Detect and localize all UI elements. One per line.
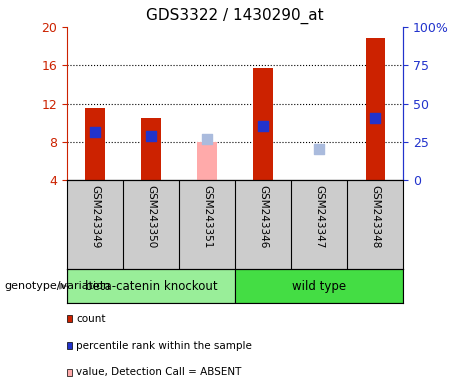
Bar: [366, 38, 385, 180]
Point: [372, 115, 379, 121]
Text: percentile rank within the sample: percentile rank within the sample: [77, 341, 252, 351]
Text: count: count: [77, 314, 106, 324]
Text: GSM243350: GSM243350: [146, 185, 156, 248]
Bar: [254, 68, 273, 180]
Point: [260, 123, 267, 129]
Text: genotype/variation: genotype/variation: [5, 281, 111, 291]
Text: GSM243347: GSM243347: [314, 185, 324, 248]
Point: [315, 146, 323, 152]
Title: GDS3322 / 1430290_at: GDS3322 / 1430290_at: [146, 8, 324, 24]
Bar: [235, 269, 403, 303]
Bar: [85, 109, 105, 180]
Bar: [309, 180, 329, 217]
Text: GSM243349: GSM243349: [90, 185, 100, 248]
Bar: [197, 142, 217, 180]
Bar: [141, 118, 161, 180]
Point: [91, 129, 99, 136]
Text: GSM243348: GSM243348: [370, 185, 380, 248]
Text: wild type: wild type: [292, 280, 346, 293]
Point: [203, 136, 211, 142]
Bar: [67, 269, 235, 303]
Text: GSM243346: GSM243346: [258, 185, 268, 248]
Text: value, Detection Call = ABSENT: value, Detection Call = ABSENT: [77, 367, 242, 377]
Text: beta-catenin knockout: beta-catenin knockout: [85, 280, 217, 293]
Point: [147, 133, 154, 139]
Text: GSM243351: GSM243351: [202, 185, 212, 248]
